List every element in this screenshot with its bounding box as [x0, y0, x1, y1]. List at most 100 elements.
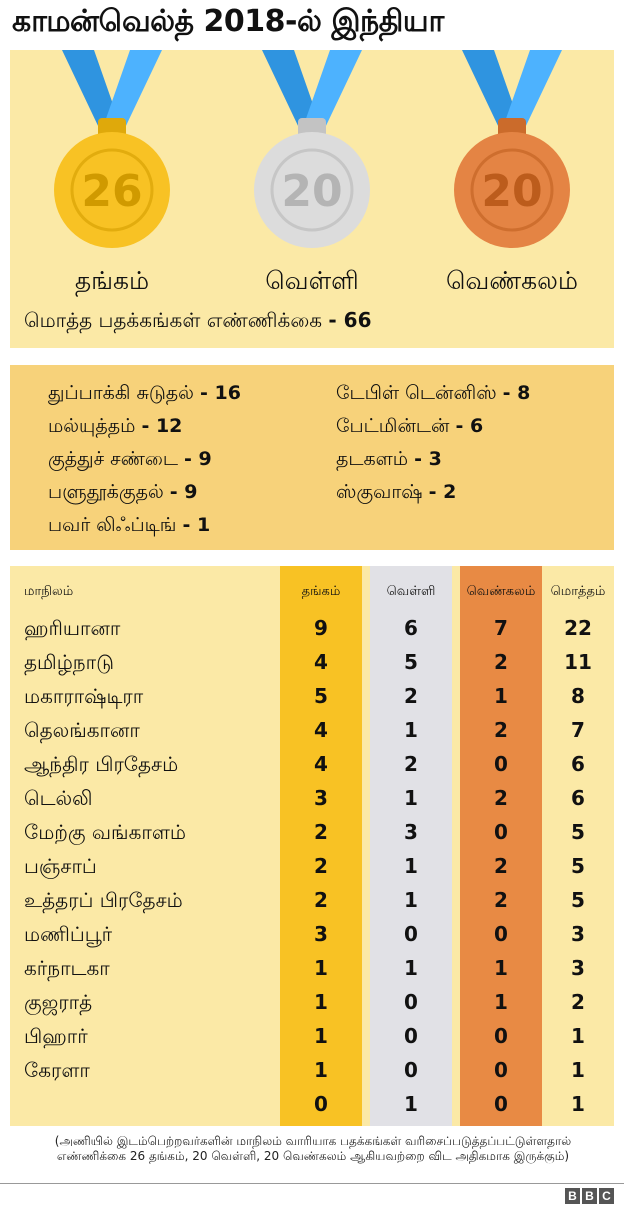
- bbc-logo-letter: B: [582, 1188, 597, 1204]
- table-row: குஜராத் 1 0 1 2: [10, 986, 614, 1020]
- total-medals-value: - 66: [328, 308, 372, 332]
- sport-item: துப்பாக்கி சுடுதல் - 16: [48, 377, 241, 410]
- gold-count: 4: [314, 752, 328, 776]
- bronze-count: 1: [494, 684, 508, 708]
- bronze-count: 1: [494, 956, 508, 980]
- table-row: தெலங்கானா 4 1 2 7: [10, 714, 614, 748]
- total-count: 7: [571, 718, 585, 742]
- silver-medal-label: வெள்ளி: [265, 266, 359, 295]
- gold-count: 3: [314, 786, 328, 810]
- silver-medal-count: 20: [281, 166, 342, 217]
- silver-medal-icon: 20: [254, 50, 370, 248]
- sport-item: டேபிள் டென்னிஸ் - 8: [336, 377, 530, 410]
- bronze-column-band: [460, 566, 542, 1126]
- total-count: 11: [564, 650, 592, 674]
- sport-name: பளுதூக்குதல்: [48, 481, 164, 503]
- gold-count: 2: [314, 854, 328, 878]
- sport-count: - 16: [200, 382, 241, 404]
- bronze-count: 0: [494, 922, 508, 946]
- silver-count: 1: [404, 786, 418, 810]
- table-row: கர்நாடகா 1 1 1 3: [10, 952, 614, 986]
- silver-count: 2: [404, 684, 418, 708]
- sport-count: - 2: [428, 481, 457, 503]
- gold-count: 1: [314, 1024, 328, 1048]
- footnote: (அணியில் இடம்பெற்றவர்களின் மாநிலம் வாரிய…: [6, 1134, 620, 1164]
- sport-item: பேட்மின்டன் - 6: [336, 410, 530, 443]
- total-count: 1: [571, 1058, 585, 1082]
- silver-count: 0: [404, 1058, 418, 1082]
- state-name: பிஹார்: [24, 1024, 88, 1048]
- bronze-count: 0: [494, 1024, 508, 1048]
- bronze-count: 2: [494, 888, 508, 912]
- bronze-count: 2: [494, 786, 508, 810]
- gold-count: 2: [314, 888, 328, 912]
- table-row: பஞ்சாப் 2 1 2 5: [10, 850, 614, 884]
- state-name: ஹரியானா: [24, 616, 121, 640]
- bronze-count: 0: [494, 1058, 508, 1082]
- silver-count: 0: [404, 1024, 418, 1048]
- state-name: தமிழ்நாடு: [24, 650, 114, 674]
- sport-name: பேட்மின்டன்: [336, 415, 450, 437]
- header-gold: தங்கம்: [301, 584, 341, 599]
- silver-count: 3: [404, 820, 418, 844]
- total-medals-label: மொத்த பதக்கங்கள் எண்ணிக்கை: [24, 308, 323, 332]
- sport-name: குத்துச் சண்டை: [48, 448, 178, 470]
- sport-count: - 9: [169, 481, 198, 503]
- gold-count: 1: [314, 1058, 328, 1082]
- bronze-medal-label: வெண்கலம்: [445, 266, 579, 295]
- sport-count: - 12: [141, 415, 183, 437]
- table-row: டெல்லி 3 1 2 6: [10, 782, 614, 816]
- bbc-logo-letter: B: [565, 1188, 580, 1204]
- footnote-line-2: எண்ணிக்கை 26 தங்கம், 20 வெள்ளி, 20 வெண்க…: [56, 1149, 570, 1163]
- silver-count: 1: [404, 956, 418, 980]
- medal-panel: 26 தங்கம் 20 வெள்ளி 20 வெண்கலம் மொத்த பதக்கங்…: [10, 50, 614, 348]
- silver-count: 0: [404, 990, 418, 1014]
- total-count: 1: [571, 1092, 585, 1116]
- bronze-count: 2: [494, 854, 508, 878]
- silver-count: 1: [404, 854, 418, 878]
- table-row: பிஹார் 1 0 0 1: [10, 1020, 614, 1054]
- table-row: மணிப்பூர் 3 0 0 3: [10, 918, 614, 952]
- sport-item: மல்யுத்தம் - 12: [48, 410, 241, 443]
- sport-name: பவர் லிஃப்டிங்: [48, 514, 177, 536]
- footnote-line-1: (அணியில் இடம்பெற்றவர்களின் மாநிலம் வாரிய…: [54, 1134, 572, 1148]
- table-row: மகாராஷ்டிரா 5 2 1 8: [10, 680, 614, 714]
- table-row: மேற்கு வங்காளம் 2 3 0 5: [10, 816, 614, 850]
- gold-count: 5: [314, 684, 328, 708]
- total-count: 2: [571, 990, 585, 1014]
- silver-count: 0: [404, 922, 418, 946]
- gold-medal-label: தங்கம்: [74, 266, 150, 295]
- table-row: கேரளா 1 0 0 1: [10, 1054, 614, 1088]
- state-name: ஆந்திர பிரதேசம்: [24, 752, 179, 776]
- gold-count: 0: [314, 1092, 328, 1116]
- page-title: காமன்வெல்த் 2018-ல் இந்தியா: [12, 4, 444, 39]
- sports-list-right: டேபிள் டென்னிஸ் - 8 பேட்மின்டன் - 6 தடகளம்…: [336, 377, 530, 509]
- silver-count: 2: [404, 752, 418, 776]
- gold-count: 4: [314, 650, 328, 674]
- state-name: மேற்கு வங்காளம்: [24, 820, 186, 844]
- sport-item: பளுதூக்குதல் - 9: [48, 476, 241, 509]
- gold-medal-count: 26: [81, 166, 142, 217]
- total-count: 5: [571, 854, 585, 878]
- total-count: 6: [571, 752, 585, 776]
- header-state: மாநிலம்: [24, 584, 74, 599]
- sport-item: குத்துச் சண்டை - 9: [48, 443, 241, 476]
- sport-name: தடகளம்: [336, 448, 409, 470]
- total-count: 22: [564, 616, 592, 640]
- sport-count: - 6: [455, 415, 484, 437]
- total-medals: மொத்த பதக்கங்கள் எண்ணிக்கை - 66: [24, 308, 372, 335]
- bronze-count: 2: [494, 650, 508, 674]
- bronze-medal-count: 20: [481, 166, 542, 217]
- silver-count: 1: [404, 1092, 418, 1116]
- header-total: மொத்தம்: [550, 584, 606, 599]
- gold-medal-icon: 26: [54, 50, 170, 248]
- table-row: உத்தரப் பிரதேசம் 2 1 2 5: [10, 884, 614, 918]
- total-count: 5: [571, 820, 585, 844]
- table-row: ஆந்திர பிரதேசம் 4 2 0 6: [10, 748, 614, 782]
- table-row: ஹரியானா 9 6 7 22: [10, 612, 614, 646]
- total-count: 5: [571, 888, 585, 912]
- state-name: மகாராஷ்டிரா: [24, 684, 144, 708]
- gold-count: 1: [314, 956, 328, 980]
- bbc-logo-letter: C: [599, 1188, 614, 1204]
